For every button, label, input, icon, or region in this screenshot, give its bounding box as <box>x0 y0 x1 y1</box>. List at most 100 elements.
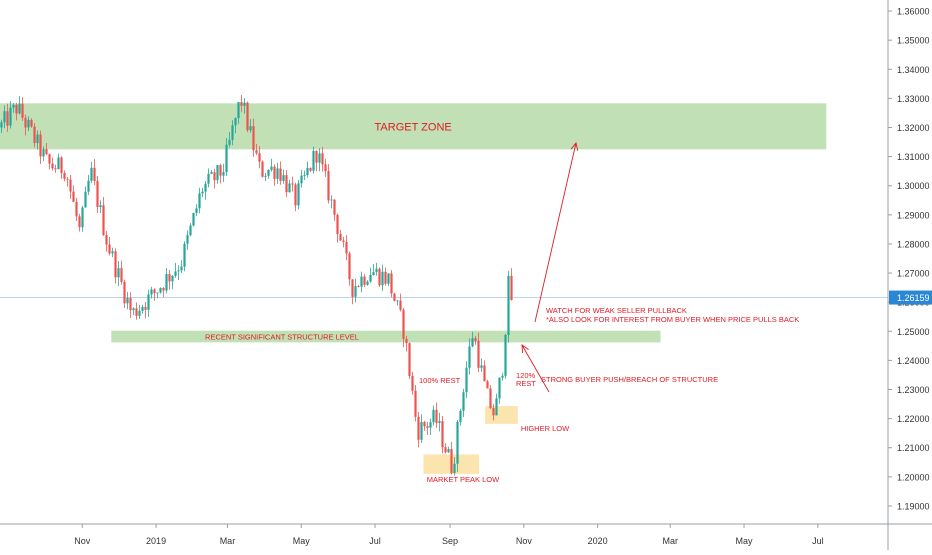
candle-body <box>6 111 9 126</box>
candle <box>408 342 411 380</box>
candle-body <box>309 167 312 171</box>
candle <box>93 159 96 186</box>
candle <box>381 264 384 291</box>
price-tick-label: 1.31000 <box>897 152 930 162</box>
candle-body <box>402 309 405 339</box>
candle <box>264 172 267 181</box>
time-tick-label: Sep <box>442 536 458 546</box>
candle <box>210 169 213 175</box>
candle-body <box>126 297 129 304</box>
market-peak-low-label: MARKET PEAK LOW <box>427 475 500 484</box>
candle-body <box>258 153 261 162</box>
time-tick-label: Jul <box>812 536 824 546</box>
candle <box>213 168 216 189</box>
candle <box>252 118 255 157</box>
candle <box>438 412 441 432</box>
candle-body <box>15 104 18 114</box>
candle <box>90 161 93 184</box>
candle-body <box>234 118 237 126</box>
candle <box>390 270 393 298</box>
candle <box>393 292 396 302</box>
candle <box>336 213 339 243</box>
breach-arrow-shaft <box>521 344 550 393</box>
candle-body <box>219 165 222 176</box>
candle-body <box>12 104 15 108</box>
candle-body <box>75 201 78 217</box>
candle-body <box>270 166 273 170</box>
candle <box>72 185 75 203</box>
candle <box>411 371 414 395</box>
candle-body <box>411 375 414 391</box>
candle <box>231 120 234 146</box>
candle-body <box>186 235 189 244</box>
candle <box>102 197 105 236</box>
candle-body <box>54 168 57 170</box>
candle <box>282 169 285 184</box>
candle <box>39 130 42 165</box>
candle-body <box>405 338 408 344</box>
candle <box>156 292 159 299</box>
candle-body <box>312 150 315 171</box>
candle-body <box>231 125 234 140</box>
candle-body <box>327 171 330 201</box>
candle <box>333 199 336 221</box>
price-tick-label: 1.30000 <box>897 181 930 191</box>
candle-body <box>168 274 171 282</box>
candle <box>474 335 477 345</box>
candle-body <box>123 281 126 304</box>
candle <box>387 273 390 287</box>
target-zone-box <box>0 103 827 150</box>
candle <box>249 119 252 133</box>
candle <box>480 358 483 372</box>
candle-body <box>111 251 114 254</box>
price-tick-label: 1.20000 <box>897 472 930 482</box>
candle <box>123 279 126 308</box>
time-tick-label: Nov <box>516 536 533 546</box>
candle-body <box>87 180 90 192</box>
candle <box>33 123 36 148</box>
candle <box>15 103 18 121</box>
candle-body <box>69 179 72 192</box>
candle-body <box>204 183 207 192</box>
candle <box>120 260 123 285</box>
candle-body <box>144 306 147 310</box>
candle <box>360 271 363 293</box>
candle-body <box>72 191 75 202</box>
candle-body <box>261 161 264 177</box>
candle <box>423 420 426 431</box>
candle-body <box>333 199 336 215</box>
candle <box>246 101 249 133</box>
candle-body <box>357 286 360 287</box>
candle <box>99 200 102 214</box>
candle-body <box>66 178 69 180</box>
candle-body <box>84 191 87 208</box>
candle <box>420 414 423 443</box>
candle <box>321 146 324 172</box>
candle <box>447 446 450 453</box>
candle-body <box>495 398 498 416</box>
candle <box>189 223 192 237</box>
candle-body <box>249 126 252 131</box>
candle <box>471 331 474 348</box>
candle <box>489 385 492 409</box>
candle-body <box>78 216 81 228</box>
candle-body <box>366 281 369 285</box>
candle-body <box>147 294 150 310</box>
watch-text: WATCH FOR WEAK SELLER PULLBACK *ALSO LOOK… <box>546 306 799 324</box>
current-price-tag: 1.26159 <box>889 290 932 305</box>
candle-body <box>195 208 198 213</box>
target-arrow <box>534 141 579 323</box>
candle-body <box>336 214 339 234</box>
candle-body <box>198 193 201 209</box>
candle-body <box>102 205 105 236</box>
candle-body <box>438 421 441 423</box>
candle-body <box>63 173 66 179</box>
candle-body <box>42 149 45 157</box>
candle-body <box>177 270 180 272</box>
candle <box>363 274 366 288</box>
price-tick-label: 1.32000 <box>897 123 930 133</box>
candle <box>117 261 120 286</box>
candle-body <box>93 167 96 181</box>
